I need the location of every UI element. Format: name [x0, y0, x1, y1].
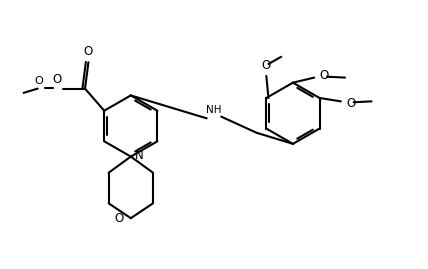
- Text: O: O: [319, 69, 329, 82]
- Text: N: N: [135, 149, 144, 162]
- Text: O: O: [346, 97, 355, 109]
- Text: NH: NH: [206, 105, 222, 115]
- Text: O: O: [34, 76, 43, 86]
- Text: O: O: [84, 45, 93, 58]
- Text: O: O: [262, 59, 271, 72]
- Text: O: O: [114, 212, 124, 225]
- Text: O: O: [53, 73, 62, 87]
